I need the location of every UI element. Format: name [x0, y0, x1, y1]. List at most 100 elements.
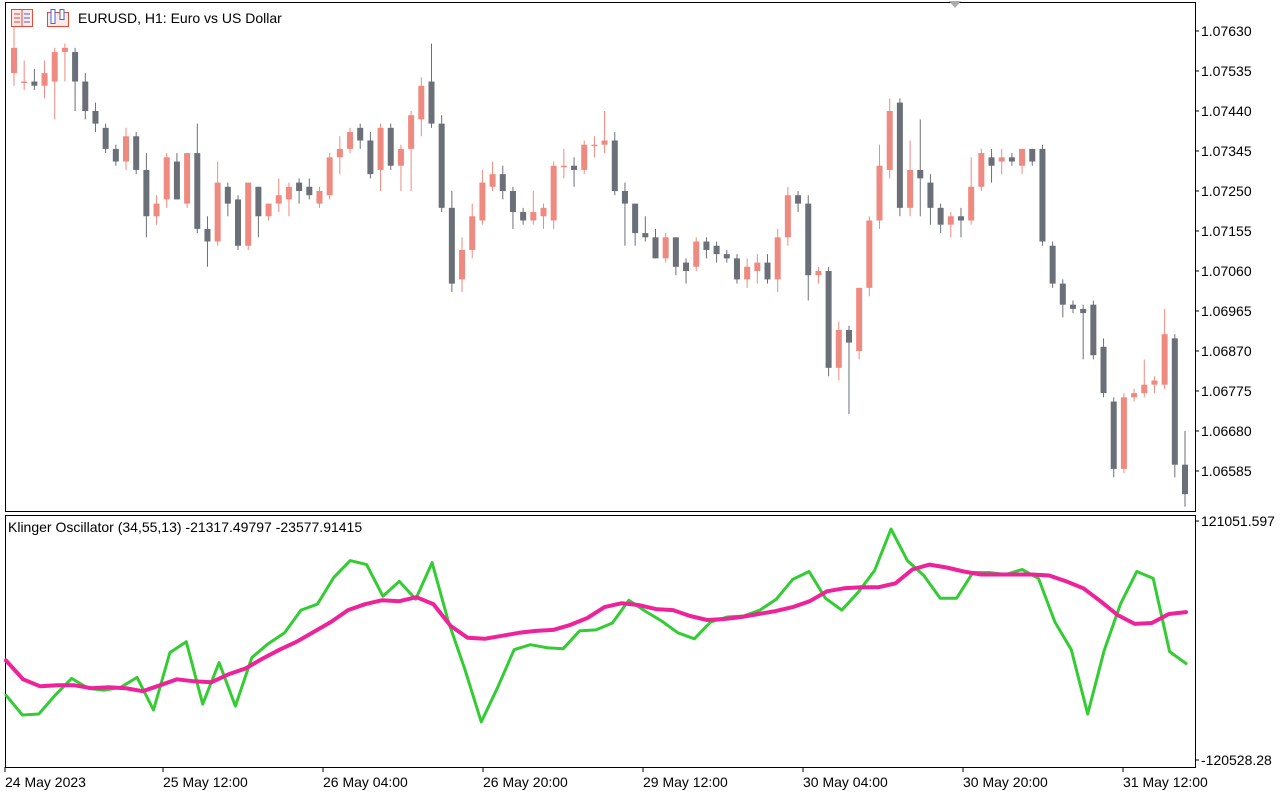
price-tick-label: 1.07630: [1201, 23, 1252, 39]
candle-body: [499, 174, 506, 191]
candle-body: [316, 191, 323, 204]
candle: [367, 132, 374, 179]
candles-layer: [11, 26, 1188, 507]
candle-body: [947, 216, 954, 225]
candle-body: [764, 262, 771, 280]
candle-body: [988, 157, 995, 166]
candle: [72, 47, 79, 111]
x-tick-label: 30 May 04:00: [803, 774, 888, 790]
candle-body: [927, 182, 934, 208]
candle-body: [255, 186, 262, 217]
candle: [357, 123, 364, 149]
candle-body: [733, 258, 740, 280]
scroll-marker[interactable]: [949, 1, 961, 8]
candle: [998, 148, 1005, 175]
candle: [632, 203, 639, 246]
candle-body: [194, 153, 201, 229]
candle: [784, 186, 791, 246]
candle: [601, 111, 608, 154]
candle: [1019, 148, 1026, 175]
candle: [520, 207, 527, 225]
candle-body: [1019, 148, 1026, 166]
candle-body: [102, 127, 109, 149]
candle-body: [886, 111, 893, 170]
candle-body: [805, 203, 812, 276]
candle: [143, 153, 150, 238]
candle: [937, 203, 944, 234]
candle-body: [123, 136, 130, 162]
candle: [1171, 334, 1178, 478]
candle: [1141, 359, 1148, 398]
candle-body: [357, 127, 364, 141]
candle: [672, 237, 679, 276]
symbol-title: EURUSD, H1: Euro vs US Dollar: [78, 10, 282, 26]
candle: [733, 254, 740, 284]
candle-body: [530, 212, 537, 221]
candle: [642, 216, 649, 242]
candle-body: [1029, 148, 1036, 162]
candle-body: [72, 52, 79, 82]
candle: [204, 216, 211, 267]
candle: [1100, 338, 1107, 398]
x-tick-label: 31 May 12:00: [1123, 774, 1208, 790]
candle-body: [306, 186, 313, 196]
candle-body: [876, 165, 883, 221]
price-tick-label: 1.06585: [1201, 463, 1252, 479]
candle-body: [1151, 380, 1158, 385]
candle: [265, 203, 272, 221]
candle-body: [520, 212, 527, 221]
candle-body: [652, 237, 659, 259]
candle: [326, 153, 333, 200]
candle-body: [387, 127, 394, 166]
candle-body: [82, 81, 89, 111]
candle-body: [896, 102, 903, 208]
price-tick-label: 1.06965: [1201, 303, 1252, 319]
candle-body: [784, 195, 791, 238]
chart-properties-icon[interactable]: [47, 9, 69, 27]
candle: [509, 186, 516, 229]
candle: [866, 216, 873, 297]
candle: [296, 178, 303, 204]
candle: [693, 237, 700, 271]
x-tick-label: 25 May 12:00: [163, 774, 248, 790]
x-tick-label: 30 May 20:00: [963, 774, 1048, 790]
candle-body: [336, 148, 343, 158]
candle: [1059, 279, 1066, 318]
price-tick-label: 1.06680: [1201, 423, 1252, 439]
candle-body: [479, 182, 486, 221]
candle: [51, 47, 58, 120]
candle: [214, 161, 221, 246]
osc-tick-label: -120528.28: [1201, 752, 1272, 768]
chart-menu-icon[interactable]: [11, 9, 33, 27]
candle: [438, 115, 445, 213]
price-panel-frame: [5, 2, 1196, 512]
candle-body: [1008, 157, 1015, 162]
candle-body: [21, 81, 28, 84]
candle: [11, 26, 17, 86]
candle-body: [795, 195, 802, 204]
candle: [235, 195, 242, 250]
candle-body: [418, 85, 425, 120]
candle: [1182, 431, 1188, 507]
candle: [774, 228, 781, 293]
candle-body: [347, 132, 354, 149]
candle-body: [112, 148, 119, 162]
candle-body: [377, 127, 384, 170]
candle-body: [591, 144, 598, 147]
candle-body: [285, 186, 292, 200]
candle-body: [448, 207, 455, 284]
candle-body: [1049, 245, 1056, 284]
candle: [662, 233, 669, 263]
price-tick-label: 1.07535: [1201, 63, 1252, 79]
candle-body: [1131, 393, 1138, 398]
candle-body: [703, 241, 710, 250]
candle: [163, 153, 170, 208]
candle: [21, 60, 28, 90]
signal-line: [4, 562, 1188, 694]
candle: [744, 258, 751, 288]
candle-body: [774, 237, 781, 280]
candle: [591, 136, 598, 158]
price-tick-label: 1.07155: [1201, 223, 1252, 239]
candle-body: [856, 287, 863, 351]
